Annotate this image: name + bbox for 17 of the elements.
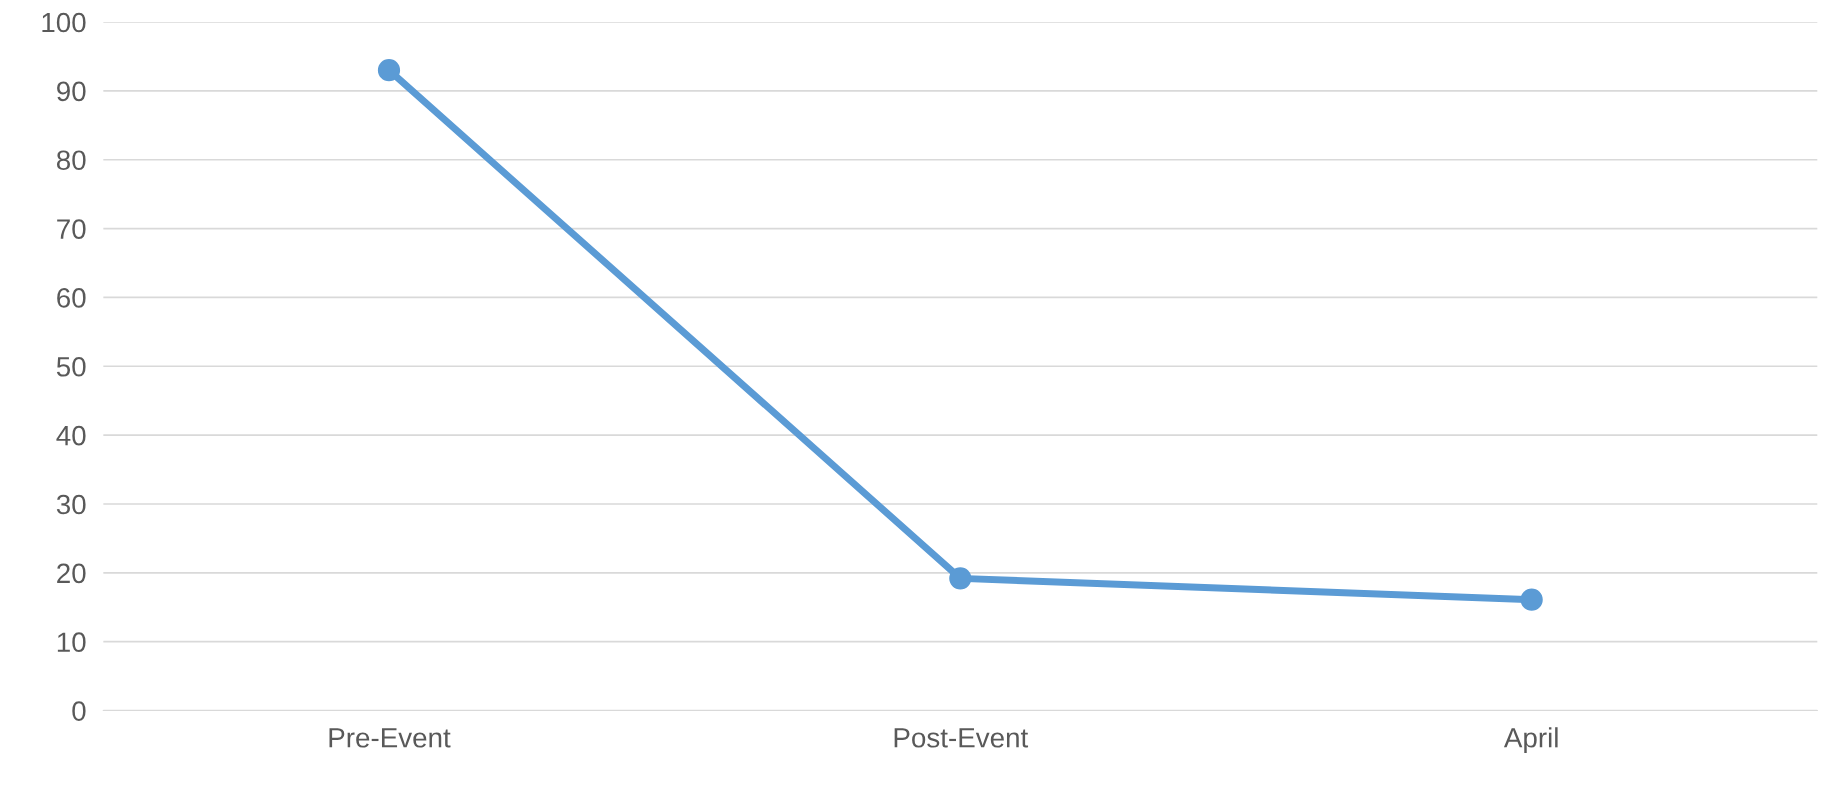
y-tick-label: 80 — [56, 150, 86, 171]
x-tick-label: Post-Event — [894, 728, 1029, 748]
y-tick-label: 100 — [42, 12, 86, 33]
x-tick-label: April — [1503, 727, 1558, 754]
y-tick-label: 40 — [56, 425, 86, 446]
y-tick-label: 90 — [57, 81, 86, 102]
y-tick-label: 50 — [56, 356, 86, 377]
point — [377, 59, 401, 82]
y-tick-label: 70 — [57, 219, 86, 239]
y-tick-label: 30 — [56, 494, 86, 515]
point — [949, 567, 972, 590]
y-tick-label: 10 — [57, 632, 86, 653]
y-tick-label: 20 — [57, 563, 86, 584]
x-tick-label: Pre-Event — [329, 728, 451, 748]
y-tick-label: 0 — [72, 701, 86, 721]
point — [1520, 588, 1543, 611]
y-tick-label: 60 — [57, 288, 86, 308]
